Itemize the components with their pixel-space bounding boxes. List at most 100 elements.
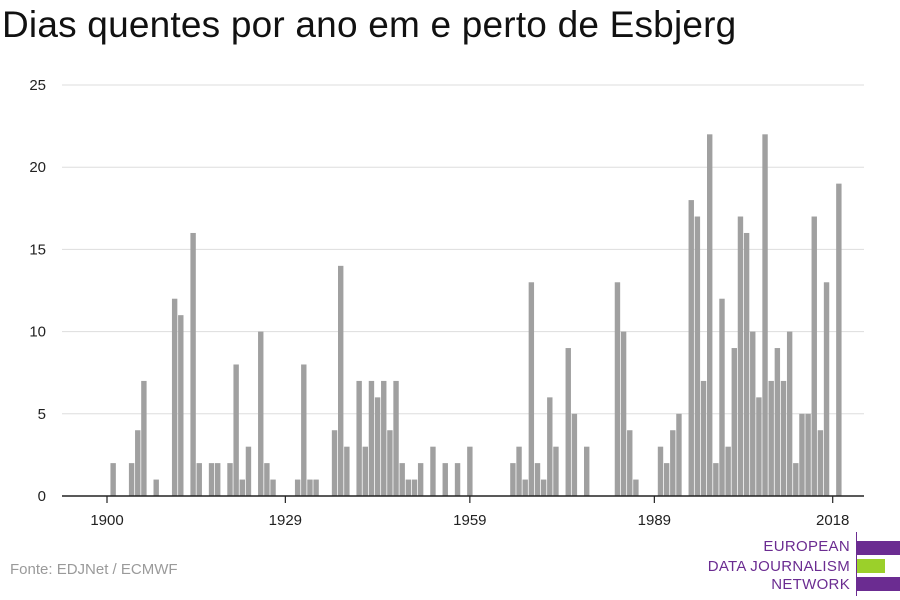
- bar: [670, 430, 676, 496]
- x-tick-label: 1959: [453, 512, 486, 529]
- x-tick-label: 1900: [90, 512, 123, 529]
- bar: [208, 463, 215, 496]
- bar: [743, 232, 750, 496]
- bar: [110, 463, 116, 496]
- bar: [750, 331, 756, 496]
- bar: [700, 380, 707, 496]
- y-axis-labels: 0 5 10 15 20 25: [29, 77, 46, 505]
- bar: [387, 430, 393, 496]
- bar: [258, 331, 264, 496]
- logo-line-european: EUROPEAN: [763, 538, 850, 555]
- bar: [688, 200, 694, 496]
- bar: [215, 463, 221, 496]
- bar: [633, 479, 639, 496]
- source-note: Fonte: EDJNet / ECMWF: [10, 561, 178, 578]
- bar: [553, 446, 559, 496]
- bar: [368, 380, 375, 496]
- y-tick-label: 5: [38, 406, 46, 423]
- bar: [793, 463, 799, 496]
- bar: [307, 479, 313, 496]
- bar: [294, 479, 301, 496]
- bar: [786, 331, 793, 496]
- bar: [135, 430, 141, 496]
- bar: [737, 216, 744, 496]
- bar: [344, 446, 350, 496]
- bar: [196, 463, 202, 496]
- bar: [614, 282, 621, 496]
- bar: [178, 315, 184, 496]
- bar: [731, 348, 737, 496]
- bar: [171, 298, 178, 496]
- bar: [768, 380, 774, 496]
- bar: [676, 413, 682, 496]
- bar: [128, 463, 135, 496]
- bar: [393, 380, 399, 496]
- y-tick-label: 10: [29, 324, 46, 341]
- bar: [245, 446, 252, 496]
- bar: [565, 348, 571, 496]
- bar: [707, 134, 713, 496]
- bar: [417, 463, 424, 496]
- chart-title: Dias quentes por ano em e perto de Esbje…: [2, 4, 737, 45]
- bar: [571, 413, 578, 496]
- x-tick-label: 2018: [816, 512, 849, 529]
- bar: [454, 463, 461, 496]
- bar: [399, 463, 405, 496]
- y-tick-label: 25: [29, 77, 46, 94]
- bar: [190, 232, 196, 496]
- bar: [411, 479, 418, 496]
- bar: [799, 413, 805, 496]
- bar: [836, 183, 842, 496]
- bar: [381, 380, 387, 496]
- bar: [362, 446, 368, 496]
- bar: [774, 348, 781, 496]
- logo-bar-top: [857, 541, 900, 555]
- bar: [270, 479, 276, 496]
- y-tick-label: 15: [29, 241, 46, 258]
- logo-line-network: NETWORK: [771, 576, 850, 593]
- bar: [301, 364, 307, 496]
- bar: [239, 479, 245, 496]
- bar: [620, 331, 627, 496]
- x-tick-label: 1929: [269, 512, 302, 529]
- bar: [331, 430, 338, 496]
- bar: [547, 397, 553, 496]
- logo-bar-middle: [857, 559, 885, 573]
- bar: [233, 364, 239, 496]
- bar: [264, 463, 270, 496]
- bar: [719, 298, 725, 496]
- bar: [516, 446, 522, 496]
- bar: [725, 446, 731, 496]
- bar: [227, 463, 233, 496]
- bar: [338, 265, 344, 496]
- y-tick-label: 0: [38, 488, 46, 505]
- bar: [762, 134, 768, 496]
- y-tick-label: 20: [29, 159, 46, 176]
- bar: [627, 430, 633, 496]
- bar: [356, 380, 362, 496]
- bar: [663, 463, 670, 496]
- bar: [811, 216, 817, 496]
- logo-bar-bottom: [857, 577, 900, 591]
- bar: [510, 463, 516, 496]
- bar: [430, 446, 436, 496]
- logo-line-data-journalism: DATA JOURNALISM: [707, 558, 850, 575]
- bar: [374, 397, 381, 496]
- bar: [528, 282, 535, 496]
- bar: [153, 479, 159, 496]
- bar: [694, 216, 701, 496]
- bars: [110, 134, 842, 496]
- bar: [534, 463, 541, 496]
- bar: [442, 463, 448, 496]
- bar: [405, 479, 412, 496]
- bar: [540, 479, 547, 496]
- bar: [805, 413, 811, 496]
- bar: [817, 430, 824, 496]
- bar: [756, 397, 762, 496]
- bar: [522, 479, 528, 496]
- x-tick-label: 1989: [638, 512, 671, 529]
- bar: [467, 446, 473, 496]
- bar: [313, 479, 319, 496]
- logo-divider: [856, 532, 857, 596]
